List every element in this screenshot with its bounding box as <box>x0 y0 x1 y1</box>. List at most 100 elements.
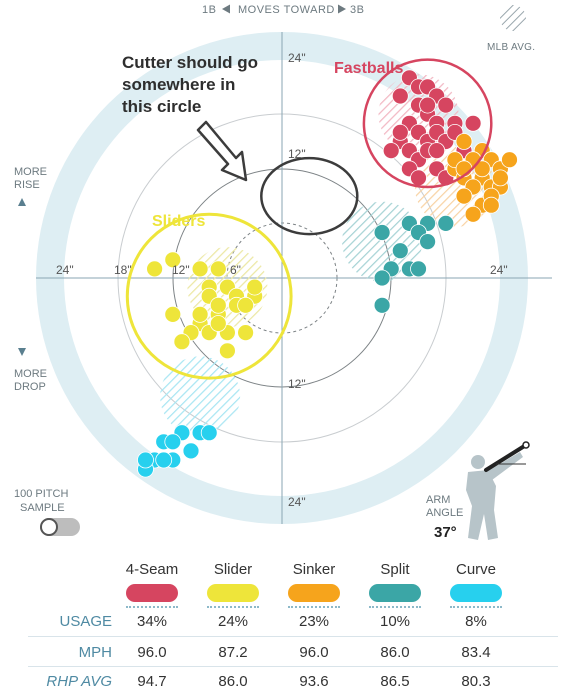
tick-label-x-left-24: 24" <box>56 263 74 277</box>
triangle-left-icon <box>222 4 230 14</box>
pitch-point-sinker[interactable] <box>491 169 509 187</box>
sample-line-2: SAMPLE <box>20 502 65 514</box>
mph-fourseam: 96.0 <box>137 644 167 661</box>
pitch-point-split[interactable] <box>437 214 455 232</box>
tick-label-x-right-24: 24" <box>490 263 508 277</box>
fastballs-annotation: Fastballs <box>334 60 403 77</box>
tick-label-y-bottom-24: 24" <box>288 495 306 509</box>
pitch-point-slider[interactable] <box>209 296 227 314</box>
dash-fourseam <box>126 606 178 608</box>
pitch-point-curve[interactable] <box>137 451 154 469</box>
dash-slider <box>207 606 259 608</box>
sample-line-1: 100 PITCH <box>14 488 68 500</box>
triangle-right-icon <box>338 4 346 14</box>
rise-arrow-icon <box>18 198 26 206</box>
row-divider <box>28 666 558 667</box>
pitch-point-slider[interactable] <box>164 305 182 323</box>
pitch-point-slider[interactable] <box>209 315 227 332</box>
usage-curve: 8% <box>465 613 487 630</box>
pitch-point-curve[interactable] <box>200 424 218 442</box>
tick-label-x-left-18: 18" <box>114 263 132 277</box>
toggle-knob[interactable] <box>40 518 58 536</box>
pitch-point-4-seam[interactable] <box>464 114 482 132</box>
pitch-point-split[interactable] <box>410 260 427 278</box>
pitch-point-slider[interactable] <box>237 296 255 314</box>
pitch-point-split[interactable] <box>373 269 391 287</box>
pitch-point-sinker[interactable] <box>455 133 473 150</box>
header-1b: 1B <box>202 4 216 16</box>
more-drop-line-2: DROP <box>14 381 46 393</box>
pitch-point-slider[interactable] <box>246 278 264 296</box>
pitch-point-sinker[interactable] <box>473 160 491 178</box>
mph-sinker: 96.0 <box>299 644 329 661</box>
pitch-point-split[interactable] <box>373 224 391 241</box>
row-label-usage: USAGE <box>59 613 112 630</box>
pitch-point-4-seam[interactable] <box>419 96 437 114</box>
pitch-point-slider[interactable] <box>209 260 227 278</box>
pitch-point-slider[interactable] <box>164 251 182 269</box>
pitch-point-4-seam[interactable] <box>437 96 455 114</box>
swatch-fourseam[interactable] <box>126 584 178 602</box>
tick-label-y-top-24: 24" <box>288 51 306 65</box>
pitch-point-4-seam[interactable] <box>391 87 409 105</box>
cutter-circle <box>260 156 359 236</box>
pitch-point-sinker[interactable] <box>464 205 482 223</box>
pitch-point-split[interactable] <box>391 242 409 260</box>
swatch-split[interactable] <box>369 584 421 602</box>
pitch-point-sinker[interactable] <box>482 196 500 214</box>
arm-angle-value: 37° <box>434 524 457 541</box>
pitch-point-sinker[interactable] <box>501 151 518 169</box>
mph-split: 86.0 <box>380 644 410 661</box>
pitch-point-slider[interactable] <box>146 260 164 278</box>
swatch-slider[interactable] <box>207 584 259 602</box>
row-divider <box>28 636 558 637</box>
pitch-point-slider[interactable] <box>237 324 255 342</box>
header-fourseam: 4-Seam <box>125 561 179 578</box>
dash-split <box>369 606 421 608</box>
pitch-point-slider[interactable] <box>191 305 209 323</box>
row-label-rhp-avg: RHP AVG <box>46 673 112 690</box>
dash-curve <box>450 606 502 608</box>
pitch-point-slider[interactable] <box>173 333 191 351</box>
usage-sinker: 23% <box>298 613 330 630</box>
row-label-mph: MPH <box>78 644 112 661</box>
mph-slider: 87.2 <box>218 644 248 661</box>
cutter-annotation-line-2: somewhere in <box>122 75 235 94</box>
movement-plot: 24" 18" 12" 6" 24" 24" 12" 12" 24" Cutte… <box>14 4 552 541</box>
pitch-point-4-seam[interactable] <box>428 142 446 160</box>
header-moves-toward: MOVES TOWARD <box>238 4 335 16</box>
pitcher-silhouette-icon <box>466 452 523 540</box>
header-3b: 3B <box>350 4 364 16</box>
rhp-slider: 86.0 <box>218 673 248 690</box>
header-slider: Slider <box>213 561 253 578</box>
pitch-point-curve[interactable] <box>164 433 182 451</box>
sliders-annotation: Sliders <box>152 213 205 230</box>
pitch-point-4-seam[interactable] <box>391 123 409 141</box>
arm-angle-end-icon <box>522 441 530 449</box>
tick-label-x-left-6: 6" <box>230 263 241 277</box>
pitch-point-curve[interactable] <box>182 442 200 460</box>
header-curve: Curve <box>455 561 496 578</box>
pitch-point-split[interactable] <box>373 296 391 314</box>
header-sinker: Sinker <box>292 561 336 578</box>
arm-angle-line-2: ANGLE <box>426 507 463 519</box>
pitch-point-slider[interactable] <box>218 342 236 360</box>
pitch-point-split[interactable] <box>419 233 437 251</box>
mlb-avg-swatch-icon <box>500 5 526 31</box>
pitch-point-slider[interactable] <box>191 260 209 278</box>
sample-toggle[interactable] <box>40 518 80 536</box>
rhp-split: 86.5 <box>380 673 410 690</box>
pitch-point-sinker[interactable] <box>455 187 473 205</box>
swatch-sinker[interactable] <box>288 584 340 602</box>
dash-sinker <box>288 606 340 608</box>
cutter-arrow-icon <box>196 120 248 182</box>
more-rise-line-1: MORE <box>14 166 47 178</box>
cutter-annotation-line-1: Cutter should go <box>122 53 258 72</box>
pitch-point-curve[interactable] <box>155 451 173 469</box>
sliders-circle <box>125 212 293 380</box>
swatch-curve[interactable] <box>450 584 502 602</box>
pitch-point-4-seam[interactable] <box>382 142 400 160</box>
arm-angle-line-icon <box>484 443 528 472</box>
usage-slider: 24% <box>217 613 249 630</box>
pitch-point-4-seam[interactable] <box>410 169 427 187</box>
